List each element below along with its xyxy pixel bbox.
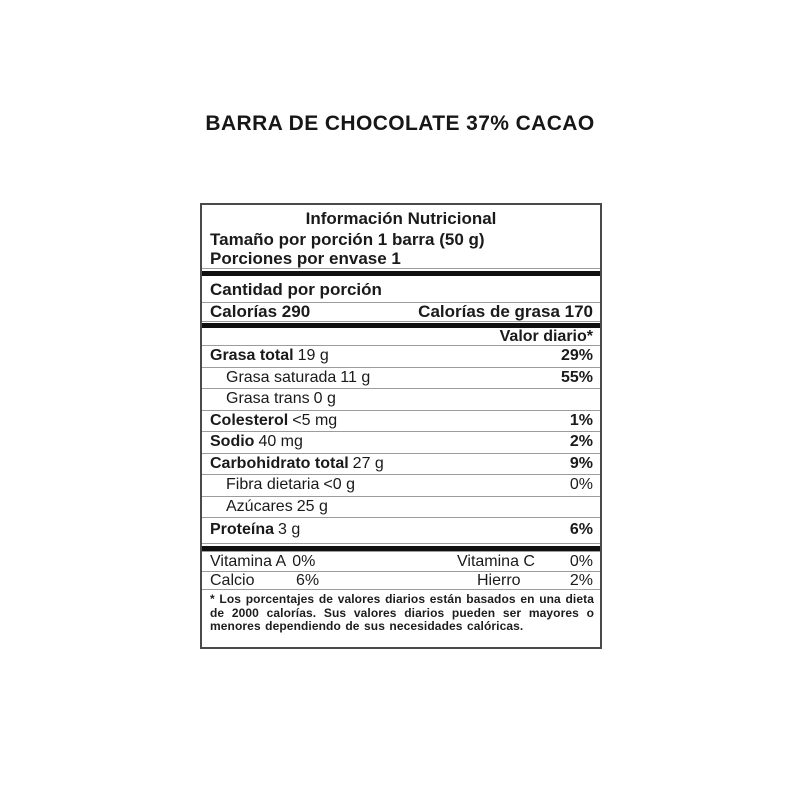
divider-thick <box>202 546 600 551</box>
divider-thin <box>202 589 600 590</box>
divider-thin <box>202 571 600 572</box>
servings-per-container: Porciones por envase 1 <box>210 249 401 268</box>
nutrient-row-fibra: Fibra dietaria <0 g 0% <box>226 476 593 493</box>
calcio-label: Calcio <box>210 572 255 589</box>
divider-thin <box>202 452 600 454</box>
daily-value: 9% <box>569 454 593 472</box>
nutrition-label: Información Nutricional Tamaño por porci… <box>200 203 602 649</box>
vitamin-c-label: Vitamina C <box>457 553 535 570</box>
daily-value: 0% <box>569 476 593 493</box>
nutrient-row-carbohidrato: Carbohidrato total 27 g 9% <box>210 454 593 472</box>
nutrient-row-proteina: Proteína 3 g 6% <box>210 521 593 538</box>
divider-thick <box>202 271 600 276</box>
calories-value: Calorías 290 <box>210 302 311 321</box>
nutrient-row-colesterol: Colesterol <5 mg 1% <box>210 411 593 429</box>
daily-value: 1% <box>569 411 593 429</box>
divider-thin <box>202 409 600 411</box>
divider-thin <box>202 268 600 269</box>
daily-value: 29% <box>560 347 593 364</box>
hierro-value: 2% <box>569 572 593 589</box>
nutrient-row-azucares: Azúcares 25 g <box>226 497 328 515</box>
divider-thin <box>202 366 600 368</box>
calcio-value: 6% <box>296 572 320 589</box>
vitamin-c-value: 0% <box>569 553 593 570</box>
calories-from-fat: Calorías de grasa 170 <box>418 302 593 321</box>
divider-thin <box>202 474 600 475</box>
label-title: Información Nutricional <box>305 209 497 228</box>
nutrient-row-grasa-trans: Grasa trans 0 g <box>226 390 336 407</box>
vitamin-a-value: 0% <box>292 553 316 570</box>
divider-thin <box>202 388 600 389</box>
divider-thin <box>202 431 600 432</box>
divider-thin <box>202 302 600 303</box>
daily-value-header: Valor diario* <box>499 328 593 345</box>
divider-thin <box>202 495 600 497</box>
nutrient-row-grasa-total: Grasa total 19 g 29% <box>210 347 593 364</box>
amount-per-serving: Cantidad por porción <box>210 280 382 299</box>
daily-value: 6% <box>569 521 593 538</box>
nutrient-row-grasa-saturada: Grasa saturada 11 g 55% <box>226 368 593 386</box>
hierro-label: Hierro <box>477 572 521 589</box>
product-title: BARRA DE CHOCOLATE 37% CACAO <box>205 112 595 135</box>
daily-value-footnote: * Los porcentajes de valores diarios est… <box>210 592 594 634</box>
divider-thin <box>202 345 600 346</box>
nutrient-row-sodio: Sodio 40 mg 2% <box>210 433 593 450</box>
vitamin-a-label: Vitamina A <box>210 553 287 570</box>
divider-thin <box>202 551 600 552</box>
divider-thick <box>202 323 600 328</box>
serving-size: Tamaño por porción 1 barra (50 g) <box>210 230 485 249</box>
vitamin-row-2: Calcio 6% Hierro 2% <box>202 572 600 589</box>
daily-value: 2% <box>569 433 593 450</box>
divider-thin <box>202 321 600 322</box>
divider-thin <box>202 517 600 518</box>
vitamin-row-1: Vitamina A 0% Vitamina C 0% <box>202 552 600 571</box>
calories-row: Calorías 290 Calorías de grasa 170 <box>202 303 600 321</box>
divider-thin <box>202 543 600 544</box>
daily-value: 55% <box>560 368 593 386</box>
